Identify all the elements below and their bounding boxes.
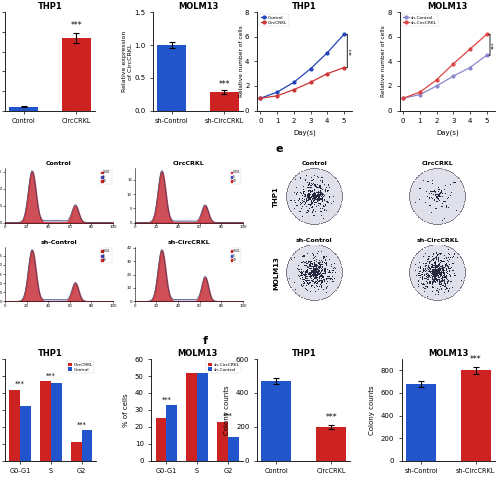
- CircCRKL: [291, 87, 297, 93]
- Control: [258, 96, 264, 101]
- sh-Control: [417, 92, 423, 98]
- Bar: [50, 383, 62, 461]
- Text: ***: ***: [15, 381, 25, 387]
- sh-Control: [450, 73, 456, 79]
- Control: [291, 79, 297, 85]
- CircCRKL: [324, 71, 330, 76]
- Bar: [62, 38, 90, 111]
- Text: ***: ***: [470, 355, 482, 364]
- Y-axis label: Relative number of cells: Relative number of cells: [238, 25, 244, 98]
- sh-CircCRKL: [400, 96, 406, 101]
- Control: [324, 50, 330, 56]
- CircCRKL: [274, 93, 280, 99]
- Text: e: e: [276, 145, 283, 154]
- sh-CircCRKL: [417, 89, 423, 95]
- Y-axis label: Colony counts: Colony counts: [369, 385, 375, 435]
- Text: THP1: THP1: [273, 186, 279, 207]
- Legend: Control, CircCRKL: Control, CircCRKL: [260, 15, 288, 26]
- Line: sh-CircCRKL: sh-CircCRKL: [402, 33, 488, 99]
- sh-CircCRKL: [467, 46, 473, 52]
- Text: ***: ***: [223, 413, 233, 419]
- sh-Control: [434, 83, 440, 89]
- CircCRKL: [258, 96, 264, 101]
- CircCRKL: [341, 65, 347, 71]
- Bar: [156, 418, 166, 461]
- Control: [274, 89, 280, 95]
- Bar: [40, 381, 50, 461]
- Title: CircCRKL: CircCRKL: [173, 162, 204, 167]
- Line: Control: Control: [259, 33, 346, 99]
- Text: ***: ***: [162, 396, 171, 402]
- Y-axis label: Relative number of cells: Relative number of cells: [382, 25, 386, 98]
- Text: ***: ***: [76, 421, 86, 428]
- Text: ***: ***: [46, 372, 56, 379]
- Legend: G0G1, S, G2: G0G1, S, G2: [230, 248, 241, 263]
- Y-axis label: % of cells: % of cells: [123, 393, 129, 427]
- Text: MOLM13: MOLM13: [273, 256, 279, 290]
- sh-Control: [484, 52, 490, 58]
- Bar: [406, 384, 436, 461]
- Legend: G0G1, S, G2: G0G1, S, G2: [100, 248, 112, 263]
- Text: ***: ***: [349, 47, 354, 55]
- Text: ***: ***: [326, 413, 337, 422]
- Bar: [460, 370, 491, 461]
- sh-CircCRKL: [434, 77, 440, 83]
- Y-axis label: Colony counts: Colony counts: [224, 385, 230, 435]
- Title: MOLM13: MOLM13: [178, 2, 218, 11]
- Legend: G0G1, S, G2: G0G1, S, G2: [100, 170, 112, 184]
- X-axis label: Day(s): Day(s): [436, 130, 459, 136]
- Title: sh-Control: sh-Control: [296, 238, 333, 243]
- Title: Control: Control: [46, 162, 72, 167]
- Bar: [210, 92, 239, 111]
- Bar: [9, 390, 20, 461]
- Title: THP1: THP1: [38, 2, 62, 11]
- sh-Control: [467, 65, 473, 71]
- Legend: sh-CircCRKL, sh-Control: sh-CircCRKL, sh-Control: [206, 361, 240, 373]
- Bar: [197, 373, 208, 461]
- Bar: [71, 442, 82, 461]
- Title: THP1: THP1: [38, 349, 63, 358]
- Text: ***: ***: [218, 80, 230, 89]
- Bar: [316, 427, 346, 461]
- Legend: G0G1, S, G2: G0G1, S, G2: [230, 170, 241, 184]
- Bar: [228, 437, 238, 461]
- Legend: sh-Control, sh-CircCRKL: sh-Control, sh-CircCRKL: [402, 15, 438, 26]
- Line: sh-Control: sh-Control: [402, 54, 488, 99]
- Bar: [166, 405, 177, 461]
- Bar: [157, 45, 186, 111]
- sh-CircCRKL: [450, 61, 456, 67]
- sh-Control: [400, 96, 406, 101]
- Title: MOLM13: MOLM13: [428, 349, 469, 358]
- Bar: [262, 381, 292, 461]
- Bar: [217, 422, 228, 461]
- Text: f: f: [203, 336, 208, 346]
- Title: Control: Control: [302, 162, 327, 167]
- X-axis label: Day(s): Day(s): [294, 130, 316, 136]
- Title: THP1: THP1: [292, 349, 316, 358]
- Bar: [82, 430, 92, 461]
- Title: THP1: THP1: [292, 2, 317, 11]
- Title: sh-Control: sh-Control: [40, 240, 78, 245]
- Bar: [20, 407, 30, 461]
- Legend: CircCRKL, Control: CircCRKL, Control: [66, 361, 94, 373]
- Control: [308, 66, 314, 72]
- Line: CircCRKL: CircCRKL: [259, 66, 346, 99]
- Bar: [9, 107, 38, 111]
- Y-axis label: Relative expression
of CircCRKL: Relative expression of CircCRKL: [122, 31, 133, 92]
- sh-CircCRKL: [484, 31, 490, 37]
- Title: sh-CircCRKL: sh-CircCRKL: [416, 238, 459, 243]
- Title: MOLM13: MOLM13: [177, 349, 218, 358]
- Text: ***: ***: [70, 21, 82, 30]
- Title: sh-CircCRKL: sh-CircCRKL: [168, 240, 210, 245]
- CircCRKL: [308, 79, 314, 85]
- Text: ***: ***: [492, 41, 496, 49]
- Title: MOLM13: MOLM13: [427, 2, 468, 11]
- Title: CircCRKL: CircCRKL: [422, 162, 454, 167]
- Bar: [186, 373, 197, 461]
- Control: [341, 31, 347, 37]
